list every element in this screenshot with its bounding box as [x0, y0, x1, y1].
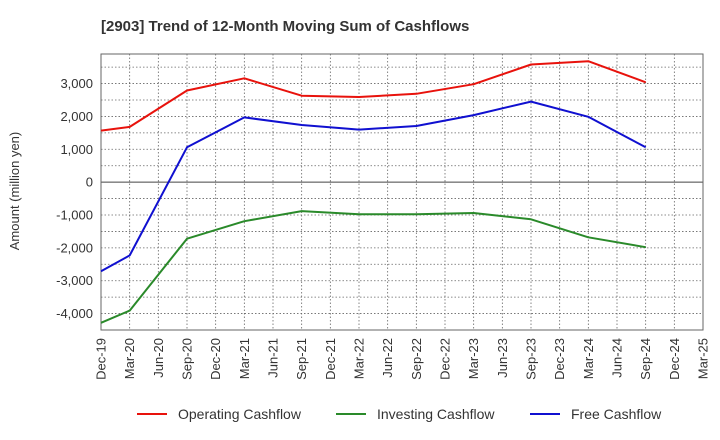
x-tick-label: Dec-23	[552, 338, 567, 380]
y-tick-label: 1,000	[60, 142, 93, 157]
x-tick-label: Dec-22	[438, 338, 453, 380]
series-layer	[100, 60, 647, 324]
x-tick-label: Jun-23	[495, 338, 510, 378]
legend-label-1: Investing Cashflow	[377, 406, 495, 422]
x-tick-label: Dec-24	[667, 338, 682, 380]
y-tick-label: -3,000	[56, 273, 93, 288]
y-tick-label: 0	[86, 175, 93, 190]
x-tick-label: Sep-20	[180, 338, 195, 380]
x-tick-label: Dec-21	[323, 338, 338, 380]
x-tick-label: Sep-21	[294, 338, 309, 380]
plot-border	[100, 53, 704, 331]
legend-label-2: Free Cashflow	[571, 406, 662, 422]
x-tick-label: Mar-23	[466, 338, 481, 379]
y-tick-label: -1,000	[56, 208, 93, 223]
x-tick-label: Mar-25	[696, 338, 711, 379]
x-tick-label: Mar-24	[581, 338, 596, 379]
x-tick-label: Sep-24	[638, 338, 653, 380]
chart-title: [2903] Trend of 12-Month Moving Sum of C…	[101, 18, 469, 35]
x-tick-label: Jun-22	[380, 338, 395, 378]
y-axis-label: Amount (million yen)	[7, 132, 22, 251]
series-line-0	[100, 60, 647, 132]
x-tick-label: Sep-22	[409, 338, 424, 380]
x-tick-label: Dec-20	[208, 338, 223, 380]
x-tick-label: Jun-20	[151, 338, 166, 378]
x-tick-label: Jun-21	[266, 338, 281, 378]
y-tick-label: 2,000	[60, 109, 93, 124]
x-tick-label: Dec-19	[94, 338, 109, 380]
x-tick-label: Mar-20	[122, 338, 137, 379]
grid-layer	[101, 54, 703, 330]
x-tick-label: Jun-24	[610, 338, 625, 378]
x-tick-label: Sep-23	[524, 338, 539, 380]
y-tick-label: 3,000	[60, 76, 93, 91]
series-line-1	[100, 210, 646, 324]
y-tick-label: -4,000	[56, 306, 93, 321]
y-tick-label: -2,000	[56, 240, 93, 255]
axis-layer: 3,000 2,000 1,000 0 -1,000 -2,000 -3,000 -4,000…	[56, 53, 711, 380]
legend-label-0: Operating Cashflow	[178, 406, 302, 422]
x-tick-label: Mar-22	[352, 338, 367, 379]
legend: Operating Cashflow Investing Cashflow Free…	[137, 406, 662, 422]
series-line-2	[100, 100, 647, 273]
x-tick-label: Mar-21	[237, 338, 252, 379]
